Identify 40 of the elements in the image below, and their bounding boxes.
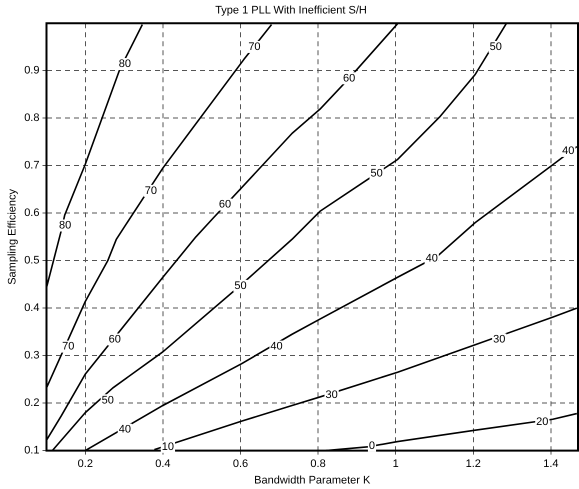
y-axis-title: Sampling Efficiency <box>6 188 19 285</box>
x-tick-label: 1 <box>392 458 399 470</box>
chart-title: Type 1 PLL With Inefficient S/H <box>215 4 367 17</box>
y-tick-label: 0.6 <box>24 207 40 220</box>
annotation: 60 <box>342 72 356 84</box>
annotation: 50 <box>102 394 114 406</box>
x-tick-label: 0.6 <box>232 458 248 470</box>
annotation: 80 <box>58 220 72 232</box>
annotation: 10 <box>162 440 174 453</box>
y-tick-label: 0.5 <box>24 254 40 267</box>
annotation: 70 <box>144 184 157 197</box>
annotation: 70 <box>248 40 261 53</box>
annotation: 30 <box>326 389 338 402</box>
x-axis-title: Bandwidth Parameter K <box>254 474 371 486</box>
y-tick-label: 0.8 <box>24 112 40 124</box>
y-tick-label: 0.4 <box>24 302 40 314</box>
annotation: 40 <box>270 340 283 353</box>
annotation: 70 <box>62 340 74 353</box>
x-tick-label: 0.2 <box>78 458 93 470</box>
x-tick-label: 0.8 <box>310 458 326 470</box>
x-tick-label: 1.2 <box>466 458 481 470</box>
annotation: 60 <box>108 334 121 346</box>
y-tick-label: 0.2 <box>24 397 40 410</box>
x-tick-label: 1.4 <box>543 458 558 470</box>
annotation: 40 <box>426 252 438 264</box>
annotation: 30 <box>493 334 506 346</box>
annotation: 60 <box>218 198 232 211</box>
annotation: 0 <box>368 440 376 452</box>
annotation: 40 <box>118 424 131 436</box>
y-tick-label: 0.7 <box>24 160 40 172</box>
annotation: 50 <box>370 167 383 180</box>
annotation: 50 <box>490 40 502 53</box>
annotation: 50 <box>234 280 247 292</box>
annotation: 80 <box>118 58 131 70</box>
y-tick-label: 0.3 <box>24 350 40 362</box>
annotation: 20 <box>536 416 548 428</box>
annotation: 40 <box>562 144 574 157</box>
x-tick-label: 0.4 <box>155 458 171 470</box>
y-tick-label: 0.9 <box>24 64 40 77</box>
y-tick-label: 0.1 <box>24 444 40 457</box>
